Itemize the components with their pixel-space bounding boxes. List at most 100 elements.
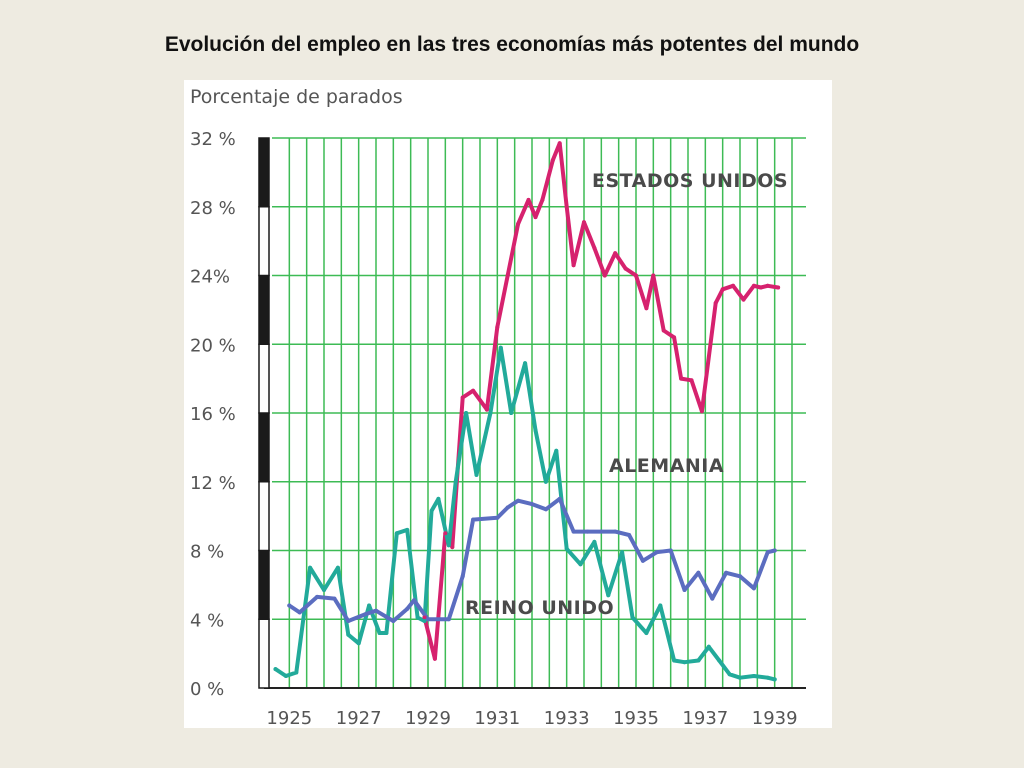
data-point (488, 411, 493, 415)
axes: 0 % 4 % 8 % 12 % 16 % 20 % 24% 28 % 32 % 1925 1927… (190, 129, 806, 728)
data-point (297, 610, 302, 615)
data-point (751, 586, 756, 591)
data-point (654, 550, 659, 555)
data-point (585, 529, 590, 534)
data-point (564, 546, 569, 551)
data-point (668, 548, 673, 553)
data-point (623, 266, 628, 271)
y-axis-bar-segment (258, 412, 270, 483)
series-labels: ESTADOS UNIDOS ALEMANIA REINO UNIDO (465, 170, 788, 619)
series-label: ESTADOS UNIDOS (592, 170, 788, 192)
data-point (592, 539, 597, 544)
data-point (308, 565, 313, 570)
y-tick-label: 28 % (190, 198, 236, 219)
data-point (446, 543, 451, 548)
data-point (651, 273, 656, 278)
data-point (720, 287, 725, 292)
data-point (356, 641, 361, 646)
data-point (543, 479, 548, 484)
data-point (335, 565, 340, 570)
data-point (498, 345, 503, 350)
y-tick-label: 32 % (190, 129, 236, 150)
data-point (484, 407, 489, 412)
chart-panel: Porcentaje de parados 0 % 4 % 8 % 12 % 16 % 2… (184, 80, 832, 728)
data-point (731, 283, 736, 288)
data-point (412, 598, 417, 603)
y-axis-bar-segment (258, 549, 270, 620)
data-point (367, 603, 372, 608)
y-tick-label: 12 % (190, 473, 236, 494)
data-point (505, 273, 510, 278)
data-point (741, 297, 746, 302)
data-point (322, 588, 326, 592)
data-point (523, 361, 528, 366)
data-point (661, 328, 666, 333)
data-point (405, 606, 410, 611)
data-point (672, 335, 677, 340)
data-point (426, 617, 430, 622)
data-point (429, 509, 434, 513)
data-point (474, 472, 479, 477)
data-point (772, 677, 777, 682)
y-axis-bar-segment (258, 274, 270, 345)
data-point (516, 498, 521, 503)
data-point (724, 570, 729, 575)
data-point (644, 306, 649, 311)
data-point (495, 325, 500, 330)
data-point (530, 502, 534, 507)
data-points (273, 141, 781, 682)
data-point (540, 197, 545, 202)
data-point (346, 632, 351, 637)
data-point (287, 603, 292, 608)
data-point (363, 612, 368, 617)
data-point (765, 675, 770, 680)
data-point (592, 246, 597, 250)
data-point (550, 158, 555, 163)
data-point (682, 588, 687, 592)
data-point (696, 570, 701, 575)
data-point (717, 658, 722, 663)
data-point (689, 378, 694, 383)
data-point (644, 631, 649, 635)
series-label: REINO UNIDO (465, 597, 614, 619)
data-point (505, 505, 510, 510)
x-tick-label: 1927 (336, 708, 382, 728)
data-point (384, 631, 389, 635)
series-line (422, 141, 781, 661)
data-point (432, 656, 437, 661)
y-axis-bar-segment (258, 618, 270, 689)
data-point (471, 517, 476, 522)
data-point (582, 220, 586, 225)
data-point (727, 672, 732, 677)
data-point (557, 496, 562, 501)
data-point (422, 615, 427, 620)
data-point (679, 376, 684, 381)
data-point (283, 674, 288, 678)
data-point (394, 531, 399, 536)
data-point (554, 448, 559, 453)
data-point (658, 603, 663, 608)
data-point (294, 670, 299, 675)
y-tick-label: 20 % (190, 335, 236, 356)
data-point (391, 619, 396, 623)
x-tick-label: 1933 (544, 708, 590, 728)
data-point (526, 197, 531, 202)
data-point (776, 285, 781, 290)
y-axis-label: Porcentaje de parados (190, 86, 403, 108)
data-point (696, 658, 701, 663)
series-label: ALEMANIA (609, 455, 724, 477)
y-tick-label: 16 % (190, 404, 236, 425)
data-point (443, 531, 448, 536)
grid (272, 137, 806, 688)
data-point (332, 596, 337, 601)
y-axis-bar-segment (258, 343, 270, 414)
y-tick-label: 24% (190, 267, 230, 288)
data-point (606, 593, 611, 598)
data-point (460, 395, 465, 400)
data-point (495, 515, 500, 520)
data-point (464, 411, 469, 415)
data-point (620, 550, 625, 555)
data-point (751, 674, 756, 678)
data-point (765, 550, 770, 555)
data-point (765, 283, 770, 288)
